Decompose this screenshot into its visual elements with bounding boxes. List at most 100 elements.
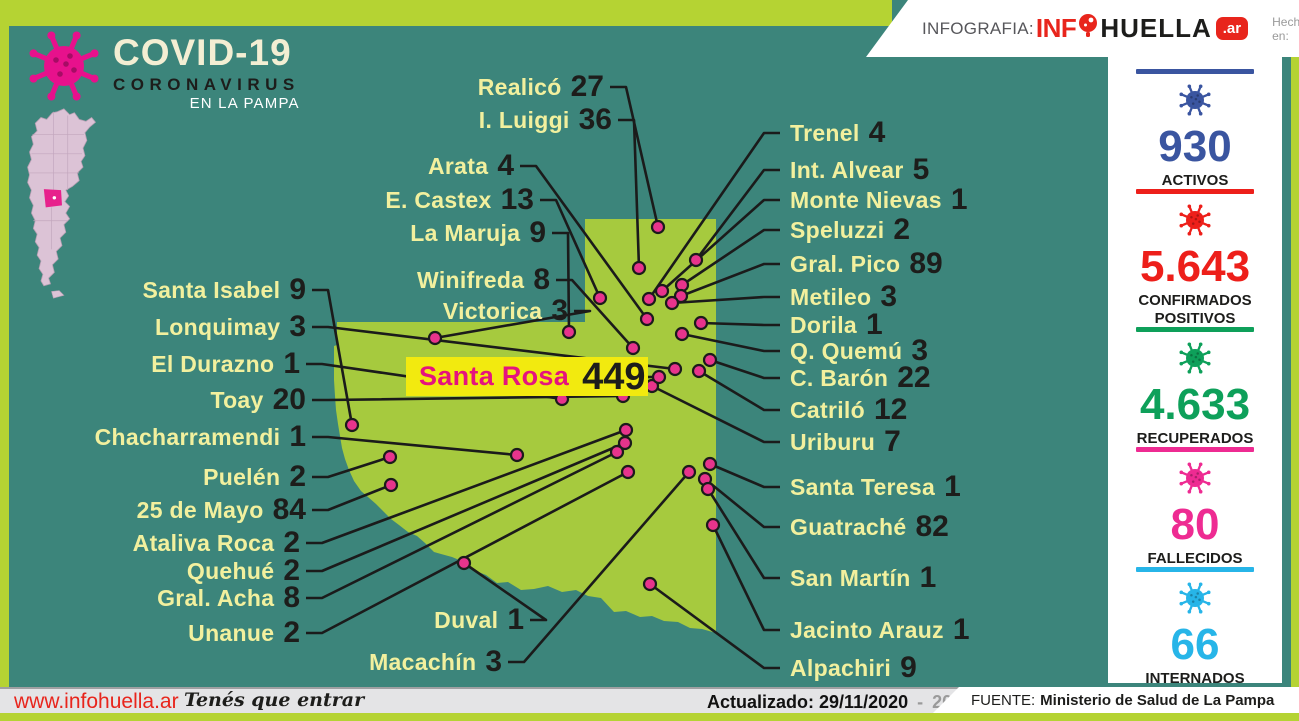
city-count: 1 <box>507 603 524 636</box>
city-name: E. Castex <box>385 186 492 213</box>
city-count: 1 <box>865 308 883 341</box>
stat-divider-fallecidos <box>1136 447 1254 452</box>
brand-title: COVID-19 <box>113 32 292 73</box>
city-dot <box>427 330 443 346</box>
city-line <box>709 358 780 380</box>
city-label: E. Castex 13 <box>204 182 534 218</box>
virus-icon-recuperados <box>1177 340 1213 381</box>
brand-subtitle: CORONAVIRUS <box>113 75 300 94</box>
city-line <box>698 369 780 412</box>
city-line <box>649 582 780 670</box>
city-line <box>508 471 690 664</box>
city-count: 8 <box>533 263 550 296</box>
infohuella-logo-ar-badge: .ar <box>1215 17 1249 40</box>
city-label: Toay 20 <box>0 382 306 418</box>
city-name: Alpachiri <box>790 654 892 681</box>
city-name: Int. Alvear <box>790 156 904 183</box>
virus-icon-activos <box>1177 82 1213 123</box>
virus-icon-fallecidos <box>1177 460 1213 501</box>
city-label: Int. Alvear 5 <box>790 152 1130 188</box>
stat-card-recuperados: 4.633 RECUPERADOS <box>1108 326 1282 447</box>
city-name: Lonquimay <box>154 313 281 340</box>
frame-top-strip <box>0 0 892 26</box>
city-dot <box>509 447 525 463</box>
city-label: Santa Teresa 1 <box>790 469 1130 505</box>
hecho-en-label: Hecho en: <box>1272 14 1299 43</box>
city-count: 82 <box>915 510 949 543</box>
stat-divider-confirmados <box>1136 189 1254 195</box>
city-line <box>312 394 624 402</box>
city-count: 2 <box>289 460 306 493</box>
city-line <box>306 470 629 635</box>
infohuella-logo-info: INF <box>1035 13 1077 43</box>
city-dot <box>625 340 641 356</box>
city-count: 1 <box>950 183 968 216</box>
city-line <box>647 131 780 300</box>
argentina-locator-map <box>27 108 96 299</box>
city-count: 3 <box>880 280 898 313</box>
virus-icon-confirmados <box>1177 202 1213 243</box>
city-count: 3 <box>551 294 568 327</box>
city-name: Monte Nievas <box>790 186 942 213</box>
city-name: C. Barón <box>790 364 889 391</box>
city-line <box>681 332 780 353</box>
city-count: 1 <box>952 613 970 646</box>
stat-value-activos: 930 <box>1158 122 1232 171</box>
stat-divider-activos <box>1136 69 1254 74</box>
city-dot <box>617 435 633 451</box>
city-count: 2 <box>283 526 300 559</box>
city-name: 25 de Mayo <box>136 496 264 523</box>
city-name: Q. Quemú <box>790 337 903 364</box>
city-count: 22 <box>897 361 931 394</box>
source-panel: FUENTE: Ministerio de Salud de La Pampa <box>933 687 1299 713</box>
santa-rosa-highlight: Santa Rosa 449 <box>406 357 648 396</box>
city-label: Guatraché 82 <box>790 509 1130 545</box>
city-line <box>312 288 354 426</box>
city-label: Realicó 27 <box>274 69 604 105</box>
updated-label: Actualizado: <box>707 692 815 712</box>
city-dot <box>650 219 666 235</box>
source-label: FUENTE: <box>971 691 1036 709</box>
city-label: San Martín 1 <box>790 560 1130 596</box>
city-name: Santa Teresa <box>790 473 936 500</box>
city-name: Puelén <box>203 463 281 490</box>
city-label: Gral. Pico 89 <box>790 246 1130 282</box>
city-label: I. Luiggi 36 <box>282 102 612 138</box>
city-line <box>520 164 649 320</box>
city-name: Toay <box>210 386 264 413</box>
city-dot <box>654 283 670 299</box>
city-line <box>556 278 634 349</box>
city-name: Santa Isabel <box>142 276 281 303</box>
city-label: C. Barón 22 <box>790 360 1130 396</box>
city-label: Winifreda 8 <box>220 262 550 298</box>
city-label: Chacharramendi 1 <box>0 419 306 455</box>
city-dot <box>705 517 721 533</box>
city-count: 27 <box>570 70 604 103</box>
stat-divider-recuperados <box>1136 326 1254 332</box>
city-count: 3 <box>911 334 928 367</box>
santa-rosa-name: Santa Rosa <box>419 361 570 391</box>
city-count: 89 <box>909 247 943 280</box>
city-dot <box>641 291 657 307</box>
stat-card-activos: 930 ACTIVOS <box>1108 69 1282 189</box>
city-dot <box>691 363 707 379</box>
city-name: Macachín <box>369 648 477 675</box>
stat-value-recuperados: 4.633 <box>1139 379 1251 429</box>
city-line <box>681 228 780 287</box>
city-dot <box>609 444 625 460</box>
city-label: Duval 1 <box>194 602 524 638</box>
city-dot <box>344 417 360 433</box>
city-dot <box>700 481 716 497</box>
city-line <box>463 561 548 622</box>
city-line <box>711 524 780 632</box>
city-name: Realicó <box>477 73 562 100</box>
city-count: 1 <box>289 420 306 453</box>
city-label: La Maruja 9 <box>216 215 546 251</box>
argentina-outline <box>27 108 96 287</box>
city-name: La Maruja <box>410 219 521 246</box>
footer-tagline: Tenés que entrar <box>184 689 365 711</box>
city-name: I. Luiggi <box>478 106 570 133</box>
city-label: Speluzzi 2 <box>790 212 1130 248</box>
city-count: 2 <box>283 616 300 649</box>
city-dot <box>631 260 647 276</box>
